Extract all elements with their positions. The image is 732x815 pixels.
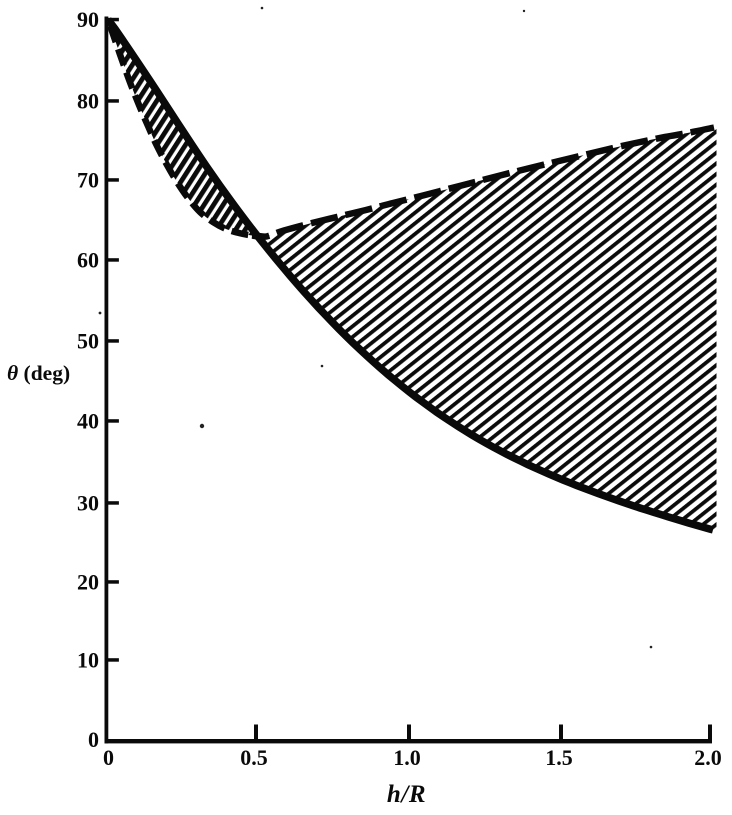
svg-text:60: 60 bbox=[77, 248, 99, 273]
svg-text:20: 20 bbox=[77, 570, 99, 595]
svg-text:0.5: 0.5 bbox=[240, 745, 268, 770]
svg-text:1.5: 1.5 bbox=[545, 745, 573, 770]
svg-text:1.0: 1.0 bbox=[393, 745, 421, 770]
svg-text:0: 0 bbox=[103, 745, 114, 770]
svg-text:0: 0 bbox=[88, 727, 99, 752]
svg-text:30: 30 bbox=[77, 491, 99, 516]
svg-text:h/R: h/R bbox=[387, 781, 426, 808]
svg-text:90: 90 bbox=[77, 7, 99, 32]
svg-text:2.0: 2.0 bbox=[694, 745, 722, 770]
svg-text:80: 80 bbox=[77, 89, 99, 114]
svg-text:40: 40 bbox=[77, 409, 99, 434]
svg-text:70: 70 bbox=[77, 168, 99, 193]
svg-text:θ (deg): θ (deg) bbox=[7, 361, 70, 385]
svg-text:10: 10 bbox=[77, 648, 99, 673]
svg-text:50: 50 bbox=[77, 329, 99, 354]
